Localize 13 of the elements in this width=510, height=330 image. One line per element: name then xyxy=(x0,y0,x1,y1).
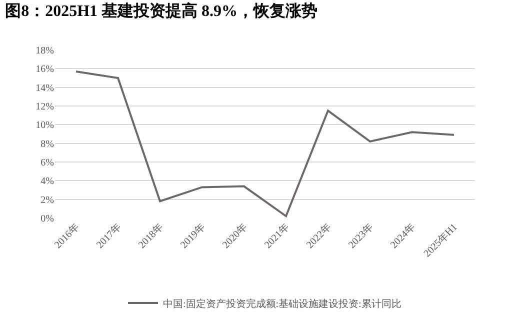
line-series xyxy=(75,70,455,218)
chart-title: 图8：2025H1 基建投资提高 8.9%，恢复涨势 xyxy=(5,1,318,20)
y-tick-label: 8% xyxy=(40,138,54,150)
y-tick-label: 0% xyxy=(40,214,54,224)
y-tick-label: 16% xyxy=(36,64,54,76)
y-tick-label: 10% xyxy=(36,120,54,132)
y-tick-label: 14% xyxy=(36,82,54,94)
y-tick-label: 4% xyxy=(40,176,54,188)
y-tick-label: 2% xyxy=(40,194,54,206)
y-tick-label: 12% xyxy=(36,102,54,112)
legend-label: 中国:固定资产投资完成额:基础设施建设投资:累计同比 xyxy=(163,298,402,310)
y-tick-label: 6% xyxy=(40,158,54,168)
y-tick-label: 18% xyxy=(36,46,54,56)
